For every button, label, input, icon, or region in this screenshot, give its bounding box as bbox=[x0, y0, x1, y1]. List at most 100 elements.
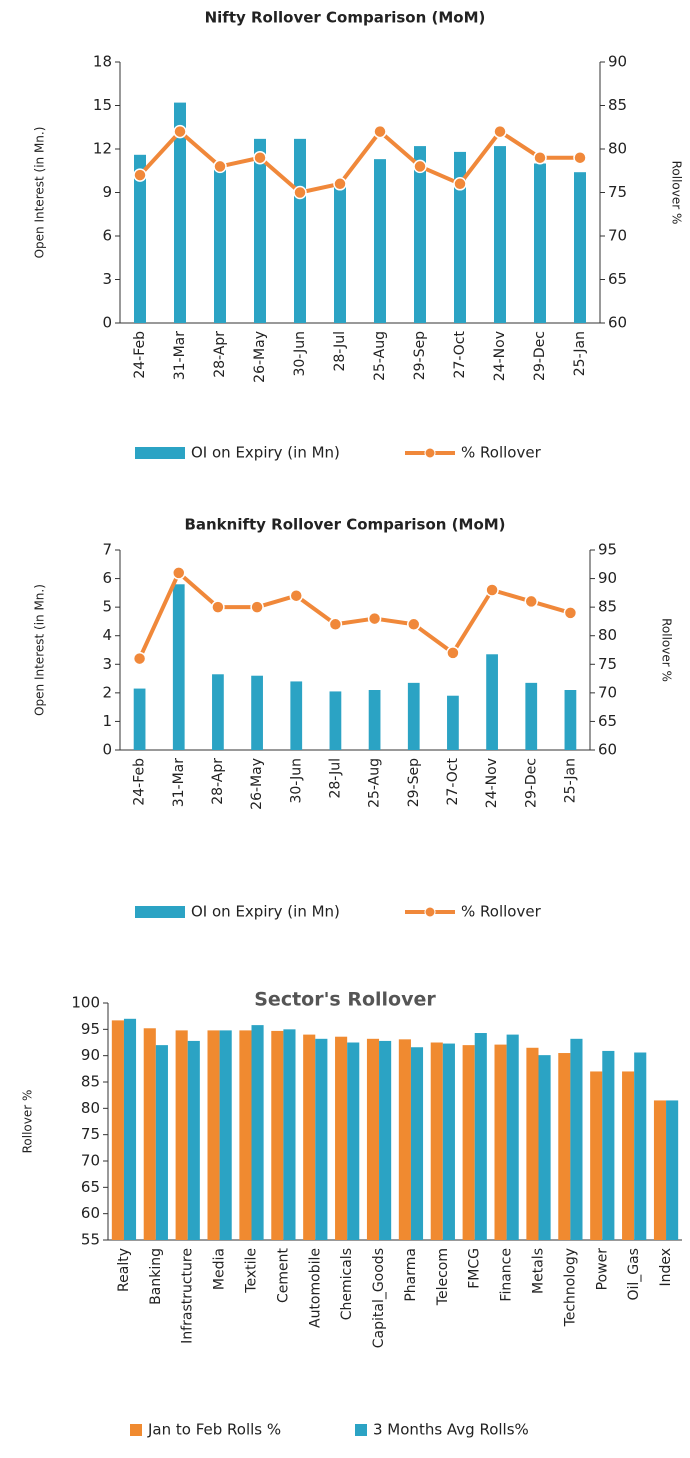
bar bbox=[329, 691, 342, 750]
y2-tick-label: 60 bbox=[598, 741, 617, 759]
bar bbox=[207, 1030, 220, 1240]
bar bbox=[398, 1039, 411, 1240]
y-tick-label: 7 bbox=[102, 541, 112, 559]
y-axis-label: Open Interest (in Mn.) bbox=[33, 584, 47, 716]
y-tick-label: 4 bbox=[102, 626, 112, 644]
x-tick-label: Pharma bbox=[403, 1248, 419, 1302]
y2-tick-label: 60 bbox=[608, 314, 627, 332]
x-tick-label: 31-Mar bbox=[172, 331, 188, 381]
legend-swatch bbox=[424, 906, 436, 918]
bar bbox=[653, 1100, 667, 1240]
y-tick-label: 12 bbox=[93, 140, 112, 158]
bar bbox=[462, 1045, 475, 1240]
bar bbox=[123, 1018, 137, 1240]
bar bbox=[303, 1034, 316, 1240]
bar bbox=[251, 1025, 264, 1240]
bar bbox=[407, 682, 420, 750]
y-tick-label: 95 bbox=[81, 1020, 100, 1038]
x-tick-label: 29-Sep bbox=[412, 331, 428, 380]
bar bbox=[590, 1071, 603, 1240]
x-tick-label: 29-Dec bbox=[532, 331, 548, 381]
bar bbox=[602, 1050, 615, 1240]
bar bbox=[290, 681, 303, 750]
y-tick-label: 2 bbox=[102, 683, 112, 701]
legend-swatch bbox=[424, 447, 436, 459]
legend-label: 3 Months Avg Rolls% bbox=[373, 1421, 529, 1439]
y-tick-label: 6 bbox=[102, 227, 112, 245]
bar bbox=[251, 675, 263, 750]
y2-tick-label: 70 bbox=[598, 683, 617, 701]
bar bbox=[271, 1030, 284, 1240]
chart-title: Banknifty Rollover Comparison (MoM) bbox=[184, 516, 505, 534]
line-marker bbox=[213, 159, 227, 174]
chart-title: Nifty Rollover Comparison (MoM) bbox=[205, 9, 486, 27]
y-tick-label: 18 bbox=[93, 53, 112, 71]
bar bbox=[366, 1038, 380, 1240]
y-axis-label: Open Interest (in Mn.) bbox=[33, 127, 47, 259]
y2-tick-label: 80 bbox=[598, 626, 617, 644]
line-marker bbox=[493, 124, 507, 139]
y-tick-label: 0 bbox=[102, 314, 112, 332]
bar bbox=[442, 1043, 455, 1240]
x-tick-label: Infrastructure bbox=[180, 1248, 196, 1344]
y-tick-label: 6 bbox=[102, 569, 112, 587]
x-tick-label: 26-May bbox=[249, 758, 265, 810]
line-marker bbox=[333, 177, 347, 191]
y2-axis-label: Rollover % bbox=[670, 161, 684, 225]
y2-axis-label: Rollover % bbox=[660, 618, 674, 682]
line-marker bbox=[250, 600, 264, 614]
y-tick-label: 15 bbox=[93, 96, 112, 114]
x-tick-label: Capital_Goods bbox=[371, 1248, 387, 1348]
x-tick-label: 24-Nov bbox=[492, 331, 508, 381]
bar bbox=[430, 1042, 443, 1240]
x-tick-label: 28-Jul bbox=[332, 331, 348, 372]
legend-swatch bbox=[355, 1424, 367, 1436]
x-tick-label: 26-May bbox=[252, 331, 268, 383]
bar bbox=[454, 151, 466, 323]
line bbox=[137, 570, 571, 660]
line-marker bbox=[132, 651, 147, 666]
x-tick-label: 31-Mar bbox=[171, 758, 187, 808]
y2-tick-label: 85 bbox=[608, 96, 627, 114]
bar bbox=[155, 1045, 168, 1240]
legend-label: Jan to Feb Rolls % bbox=[147, 1421, 281, 1439]
legend-swatch bbox=[135, 906, 185, 918]
bar bbox=[212, 674, 224, 750]
x-tick-label: Oil_Gas bbox=[626, 1248, 642, 1301]
line-marker bbox=[524, 594, 538, 609]
line-marker bbox=[533, 150, 547, 165]
y-tick-label: 3 bbox=[102, 655, 112, 673]
bar bbox=[570, 1038, 583, 1240]
bar bbox=[368, 690, 381, 750]
y-tick-label: 75 bbox=[81, 1125, 100, 1143]
x-tick-label: Metals bbox=[531, 1248, 547, 1294]
y-tick-label: 55 bbox=[81, 1231, 100, 1249]
x-tick-label: Technology bbox=[562, 1248, 578, 1327]
bar bbox=[133, 688, 146, 750]
bar bbox=[474, 1033, 487, 1240]
x-tick-label: 24-Feb bbox=[132, 331, 148, 379]
x-tick-label: Media bbox=[212, 1248, 228, 1290]
x-tick-label: 30-Jun bbox=[292, 331, 308, 377]
bar bbox=[254, 138, 266, 323]
bar bbox=[494, 146, 506, 323]
bar bbox=[558, 1053, 571, 1240]
bar bbox=[410, 1047, 424, 1240]
bar bbox=[347, 1042, 360, 1240]
x-tick-label: 25-Jan bbox=[562, 758, 578, 803]
bar bbox=[187, 1040, 200, 1240]
y2-tick-label: 90 bbox=[598, 569, 617, 587]
legend-swatch bbox=[130, 1424, 142, 1436]
bar bbox=[526, 1047, 539, 1240]
x-tick-label: 25-Aug bbox=[372, 331, 388, 381]
line-marker bbox=[413, 159, 427, 174]
y-tick-label: 70 bbox=[81, 1152, 100, 1170]
y2-tick-label: 75 bbox=[598, 655, 617, 673]
bar bbox=[283, 1029, 296, 1240]
y2-tick-label: 65 bbox=[608, 270, 627, 288]
bar bbox=[534, 163, 546, 323]
bar bbox=[315, 1038, 328, 1240]
bar bbox=[538, 1055, 551, 1240]
bar bbox=[506, 1034, 519, 1240]
